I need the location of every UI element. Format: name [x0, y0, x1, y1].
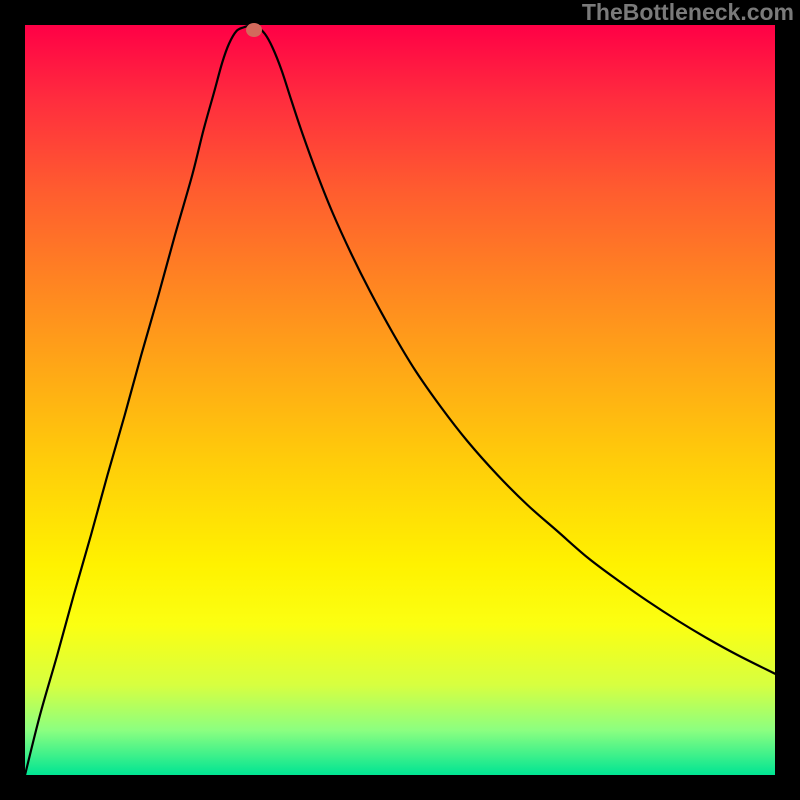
chart-container: TheBottleneck.com	[0, 0, 800, 800]
plot-area	[25, 25, 775, 775]
watermark-label: TheBottleneck.com	[582, 0, 794, 25]
bottleneck-curve	[25, 25, 775, 775]
minimum-marker	[246, 23, 262, 37]
